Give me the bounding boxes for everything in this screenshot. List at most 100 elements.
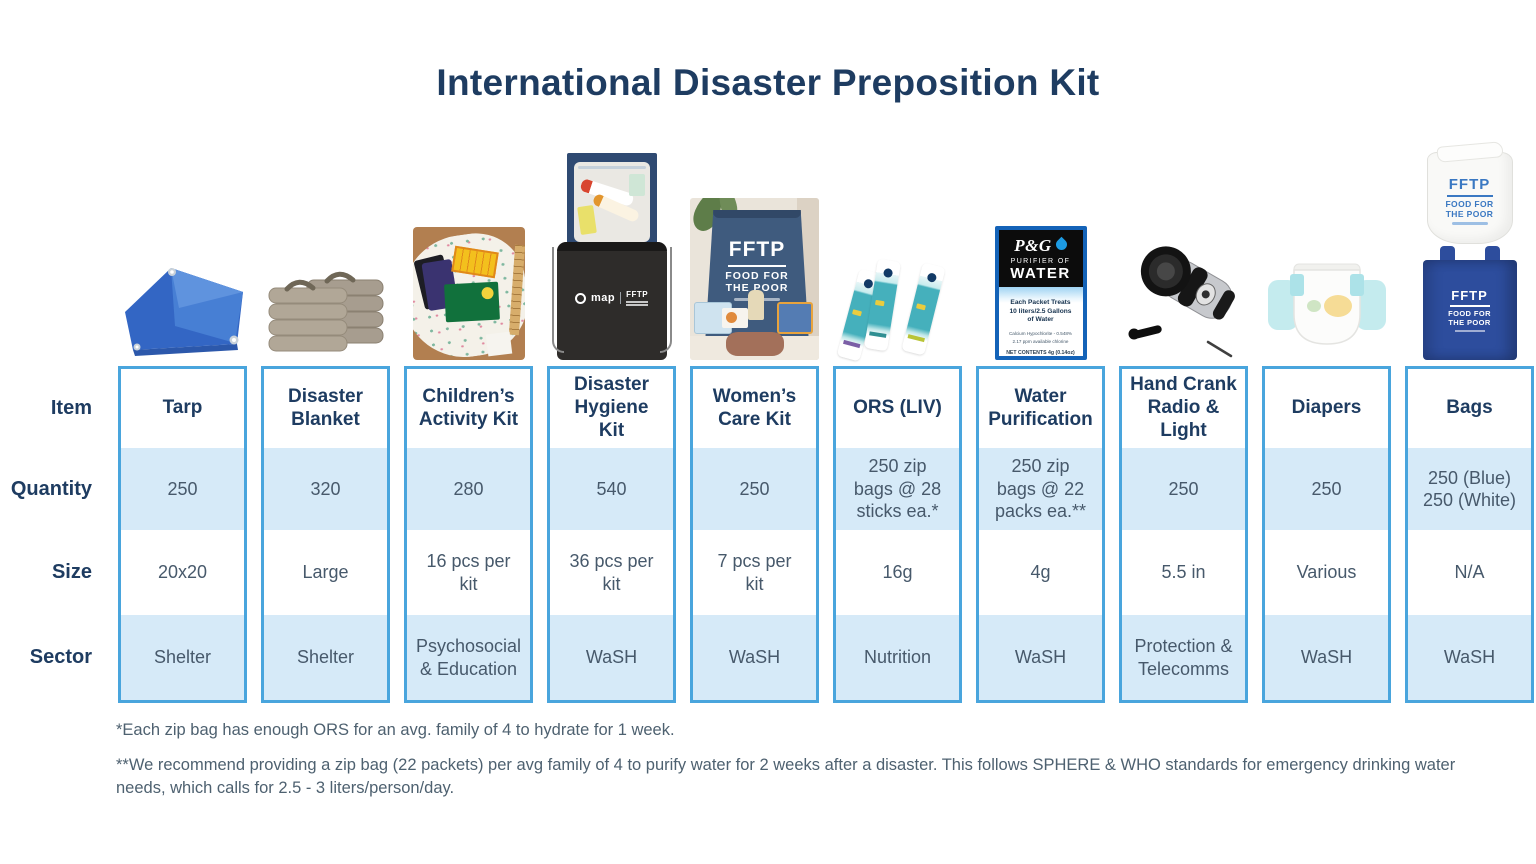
quantity-cell: 540 xyxy=(550,448,673,530)
bags-image: FFTP FOOD FOR THE POOR FFTP FOOD FOR THE… xyxy=(1414,141,1526,360)
quantity-cell: 250 xyxy=(693,448,816,530)
item-name-cell: Bags xyxy=(1446,397,1493,419)
kit-column-womens-care-kit: FFTP FOOD FOR THE POOR xyxy=(690,133,819,703)
size-cell: Various xyxy=(1296,562,1357,583)
pg-treats-line2: 10 liters/2.5 Gallons xyxy=(1009,307,1072,315)
row-label-sector: Sector xyxy=(29,646,92,668)
womens-care-kit-image: FFTP FOOD FOR THE POOR xyxy=(690,198,819,360)
page-title: International Disaster Preposition Kit xyxy=(436,62,1100,103)
size-cell: 36 pcs per kit xyxy=(569,551,654,594)
footnote-water: **We recommend providing a zip bag (22 p… xyxy=(116,756,1456,797)
fftp-logo-text: FFTP xyxy=(626,290,649,299)
kit-column-childrens-activity-kit: Children’s Activity Kit 280 16 pcs per k… xyxy=(404,133,533,703)
fftp-logo-line2: THE POOR xyxy=(725,282,789,294)
row-label-size: Size xyxy=(51,561,92,583)
quantity-cell: 250 (Blue) 250 (White) xyxy=(1408,448,1531,530)
footnote-ors: *Each zip bag has enough ORS for an avg.… xyxy=(116,721,675,739)
quantity-cell: 250 xyxy=(1265,448,1388,530)
blanket-stack-image xyxy=(268,271,383,352)
quantity-cell: 320 xyxy=(264,448,387,530)
activity-kit-card: Children’s Activity Kit 280 16 pcs per k… xyxy=(404,366,533,703)
item-name-cell: Disaster Blanket xyxy=(288,385,363,430)
bags-card: Bags 250 (Blue) 250 (White) N/A WaSH xyxy=(1405,366,1534,703)
sector-cell: WaSH xyxy=(693,615,816,700)
drawstring-bag-image: map FFTP xyxy=(551,242,672,360)
size-cell: 4g xyxy=(1030,562,1051,583)
item-name-cell: Children’s Activity Kit xyxy=(418,385,519,430)
sector-cell: Protection & Telecomms xyxy=(1122,615,1245,700)
row-label-item: Item xyxy=(50,397,92,419)
kit-column-water-purification: P&G PURIFIER OF WATER Each Packet Treats… xyxy=(976,133,1105,703)
item-name-cell: Disaster Hygiene Kit xyxy=(574,374,649,441)
sector-cell: Psychosocial & Education xyxy=(407,615,530,700)
size-cell: 7 pcs per kit xyxy=(717,551,792,594)
quantity-cell: 250 xyxy=(121,448,244,530)
pg-net-contents: NET CONTENTS 4g (0.14oz) xyxy=(1006,350,1075,356)
fftp-logo-text: FFTP xyxy=(1451,287,1488,303)
tarp-image xyxy=(124,268,243,356)
sector-cell: Nutrition xyxy=(836,615,959,700)
fftp-logo-line2: THE POOR xyxy=(1445,208,1494,219)
blanket-card: Disaster Blanket 320 Large Shelter xyxy=(261,366,390,703)
tarp-card: Tarp 250 20x20 Shelter xyxy=(118,366,247,703)
kit-column-bags: FFTP FOOD FOR THE POOR FFTP FOOD FOR THE… xyxy=(1405,133,1534,703)
water-purification-card: Water Purification 250 zip bags @ 22 pac… xyxy=(976,366,1105,703)
item-name-cell: Women’s Care Kit xyxy=(712,385,797,430)
diapers-card: Diapers 250 Various WaSH xyxy=(1262,366,1391,703)
sector-cell: Shelter xyxy=(121,615,244,700)
row-label-quantity: Quantity xyxy=(10,477,92,500)
size-cell: 5.5 in xyxy=(1161,562,1206,583)
size-cell: 16 pcs per kit xyxy=(426,551,511,594)
kit-column-hand-crank-radio: Hand Crank Radio & Light 250 5.5 in Prot… xyxy=(1119,133,1248,703)
kit-column-disaster-hygiene-kit: map FFTP Disaster Hygiene Kit 540 36 pcs… xyxy=(547,133,676,703)
fftp-logo-text: FFTP xyxy=(1448,175,1491,193)
fftp-logo-line1: FOOD FOR xyxy=(1448,308,1491,318)
womens-care-kit-card: Women’s Care Kit 250 7 pcs per kit WaSH xyxy=(690,366,819,703)
quantity-cell: 250 zip bags @ 28 sticks ea.* xyxy=(836,448,959,530)
pg-treats-line1: Each Packet Treats xyxy=(1010,298,1071,306)
item-name-cell: Diapers xyxy=(1291,397,1362,419)
sector-cell: WaSH xyxy=(1265,615,1388,700)
fftp-logo-text: FFTP xyxy=(728,238,786,261)
footnotes: *Each zip bag has enough ORS for an avg.… xyxy=(116,719,1474,799)
pg-brand-text: P&G xyxy=(1014,236,1052,255)
ors-sticks-image xyxy=(836,254,952,362)
water-splash-graphic xyxy=(998,287,1083,303)
quantity-cell: 250 xyxy=(1122,448,1245,530)
pg-product-name: WATER xyxy=(1010,265,1071,282)
size-cell: N/A xyxy=(1454,562,1485,583)
hand-crank-radio-image xyxy=(1128,246,1235,358)
pg-treats-line3: of Water xyxy=(1027,316,1054,324)
size-cell: 16g xyxy=(882,562,913,583)
pg-chem-line1: Calcium Hypochlorite - 0.548% xyxy=(1008,331,1073,337)
white-sack-image: FFTP FOOD FOR THE POOR xyxy=(1426,141,1513,244)
kit-column-ors: ORS (LIV) 250 zip bags @ 28 sticks ea.* … xyxy=(833,133,962,703)
sector-cell: WaSH xyxy=(979,615,1102,700)
kit-column-diapers: Diapers 250 Various WaSH xyxy=(1262,133,1391,703)
hygiene-kit-card: Disaster Hygiene Kit 540 36 pcs per kit … xyxy=(547,366,676,703)
fftp-logo-line2: THE POOR xyxy=(1448,317,1491,327)
size-cell: 20x20 xyxy=(157,562,208,583)
kit-column-tarp: Tarp 250 20x20 Shelter xyxy=(118,133,247,703)
pg-chem-line2: 2.17 ppm available chlorine xyxy=(1012,338,1069,344)
water-purifier-packet-image: P&G PURIFIER OF WATER Each Packet Treats… xyxy=(994,226,1087,360)
fftp-logo-line1: FOOD FOR xyxy=(1445,198,1494,209)
item-name-cell: Water Purification xyxy=(988,385,1093,430)
kit-table: Item Quantity Size Sector Tar xyxy=(6,133,1534,703)
sector-cell: Shelter xyxy=(264,615,387,700)
map-logo-icon xyxy=(574,292,586,304)
kit-column-disaster-blanket: Disaster Blanket 320 Large Shelter xyxy=(261,133,390,703)
fftp-logo-line1: FOOD FOR xyxy=(725,270,789,282)
hygiene-kit-image: map FFTP xyxy=(551,153,672,360)
ors-card: ORS (LIV) 250 zip bags @ 28 sticks ea.* … xyxy=(833,366,962,703)
quantity-cell: 280 xyxy=(407,448,530,530)
item-name-cell: Tarp xyxy=(162,397,203,419)
hand-crank-radio-card: Hand Crank Radio & Light 250 5.5 in Prot… xyxy=(1119,366,1248,703)
water-drop-icon xyxy=(1053,236,1069,253)
diaper-image xyxy=(1267,263,1386,345)
size-cell: Large xyxy=(302,562,349,583)
map-logo-text: map xyxy=(590,292,616,304)
pg-subtitle-text: PURIFIER OF xyxy=(1010,258,1071,265)
sector-cell: WaSH xyxy=(550,615,673,700)
